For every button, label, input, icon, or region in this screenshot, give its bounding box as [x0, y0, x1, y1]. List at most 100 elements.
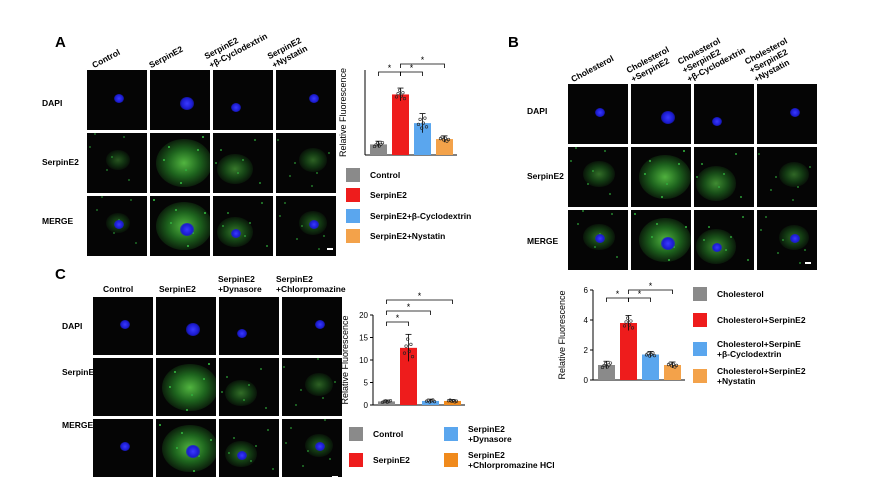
green-signal: [156, 139, 210, 188]
green-puncta: [644, 173, 646, 175]
data-point-2: [622, 324, 627, 328]
green-puncta: [227, 212, 229, 214]
green-puncta: [260, 368, 262, 370]
y-axis-label: Relative Fluorescence: [340, 315, 350, 404]
green-puncta: [101, 196, 103, 198]
green-puncta: [329, 458, 331, 460]
green-puncta: [204, 212, 206, 214]
significance-bracket-3: [386, 299, 453, 304]
nucleus: [661, 237, 675, 250]
data-point-3: [424, 125, 429, 129]
green-puncta: [685, 226, 687, 228]
row-label-serpine2: SerpinE2: [527, 171, 564, 181]
nucleus: [315, 442, 325, 452]
data-point-4: [668, 361, 672, 365]
panel-c-bar-chart: 0 5 10 15 20 Relative Fluorescence * * *: [340, 291, 465, 410]
nucleus: [120, 442, 130, 452]
column-header-2: SerpinE2: [159, 284, 196, 294]
significance-star-3: *: [418, 291, 422, 301]
green-puncta: [300, 389, 302, 391]
legend-label-4: SerpinE2 +Chlorpromazine HCl: [468, 450, 555, 470]
green-puncta: [760, 229, 762, 231]
green-puncta: [797, 186, 799, 188]
green-puncta: [604, 150, 606, 152]
panel-c-label: C: [55, 266, 66, 283]
y-axis-label: Relative Fluorescence: [557, 290, 567, 379]
green-signal: [305, 372, 333, 397]
green-puncta: [318, 248, 320, 250]
micrograph-merge-3: [219, 419, 279, 477]
row-label-dapi: DAPI: [42, 98, 63, 108]
green-puncta: [202, 136, 204, 138]
micrograph-merge-2: [150, 196, 210, 256]
legend-label-4: Cholesterol+SerpinE2 +Nystatin: [717, 366, 806, 386]
green-puncta: [307, 450, 309, 452]
green-puncta: [284, 202, 286, 204]
green-puncta: [153, 199, 155, 201]
green-puncta: [244, 235, 246, 237]
data-point-1: [608, 361, 613, 365]
green-puncta: [255, 445, 257, 447]
micrograph-merge-4: [757, 210, 817, 270]
green-puncta: [777, 252, 779, 254]
data-point-2: [626, 316, 630, 320]
nucleus: [790, 234, 800, 243]
legend-label-4: SerpinE2+Nystatin: [370, 231, 446, 241]
green-puncta: [198, 455, 200, 457]
data-point-3: [418, 117, 422, 121]
green-puncta: [283, 366, 285, 368]
green-puncta: [575, 147, 577, 149]
data-point-3: [431, 398, 435, 402]
column-header-4: Cholesterol +SerpinE2 +Nystatin: [742, 35, 791, 84]
green-puncta: [242, 159, 244, 161]
green-puncta: [577, 223, 579, 225]
significance-star-3: *: [649, 281, 653, 291]
legend-label-3: SerpinE2 +Dynasore: [468, 424, 512, 444]
data-point-4: [445, 139, 449, 143]
nucleus: [309, 220, 319, 229]
data-point-2: [402, 96, 407, 101]
micrograph-serpine2-3: [694, 147, 754, 207]
green-puncta: [197, 149, 199, 151]
green-puncta: [611, 213, 613, 215]
green-puncta: [266, 245, 268, 247]
row-label-serpine2: SerpinE2: [42, 157, 79, 167]
data-point-3: [646, 351, 650, 355]
data-point-3: [421, 121, 425, 125]
nucleus: [180, 97, 194, 110]
legend-swatch-2: [346, 188, 360, 202]
nucleus: [237, 328, 247, 338]
panel-b-scale-bar: [805, 262, 811, 264]
bar-3: [642, 354, 659, 380]
significance-star-2: *: [407, 302, 411, 312]
micrograph-dapi-2: [156, 297, 216, 355]
green-puncta: [111, 156, 113, 158]
micrograph-dapi-2: [150, 70, 210, 130]
legend-label-2: Cholesterol+SerpinE2: [717, 315, 806, 325]
significance-star-1: *: [388, 63, 392, 73]
panel-b-label: B: [508, 34, 519, 51]
green-puncta: [649, 160, 651, 162]
nucleus: [315, 320, 325, 330]
green-puncta: [296, 238, 298, 240]
green-puncta: [294, 162, 296, 164]
green-puncta: [113, 232, 115, 234]
significance-bracket-2: [386, 310, 431, 315]
significance-bracket-1: [386, 321, 409, 326]
micrograph-serpine2-2: [150, 133, 210, 193]
legend-label-3: SerpinE2+β-Cyclodextrin: [370, 211, 472, 221]
data-point-3: [429, 399, 433, 403]
legend-label-1: Control: [370, 170, 401, 180]
y-tick-label: 0: [364, 401, 369, 410]
bar-4: [664, 365, 681, 380]
green-puncta: [221, 391, 223, 393]
green-puncta: [181, 432, 183, 434]
green-signal: [779, 161, 809, 187]
legend-swatch-3: [346, 209, 360, 223]
micrograph-merge-4: [276, 196, 336, 256]
green-puncta: [668, 259, 670, 261]
data-point-2: [407, 349, 411, 353]
micrograph-merge-3: [694, 210, 754, 270]
data-point-1: [385, 400, 389, 404]
green-signal: [217, 154, 253, 185]
